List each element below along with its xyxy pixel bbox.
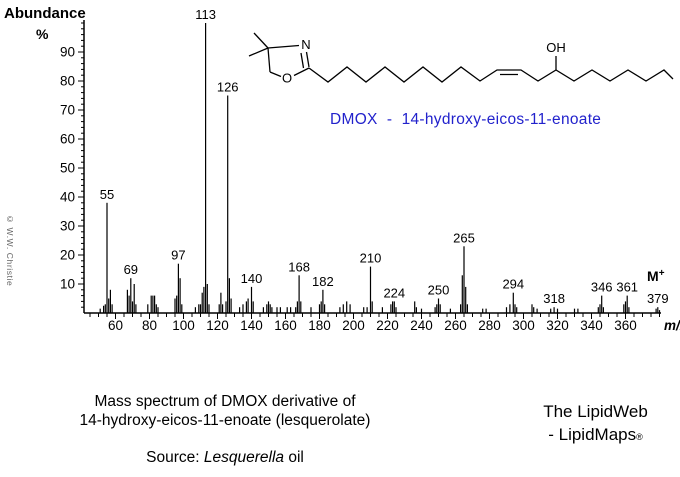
x-tick-label: 280 bbox=[478, 318, 501, 333]
y-axis-unit: % bbox=[36, 26, 49, 42]
peak-label: 250 bbox=[428, 283, 450, 298]
x-tick-label: 300 bbox=[512, 318, 535, 333]
x-tick-label: 60 bbox=[108, 318, 123, 333]
y-axis-title: Abundance bbox=[4, 5, 86, 22]
peak-label: 140 bbox=[241, 271, 263, 286]
molecular-ion-label: M+ bbox=[647, 268, 665, 284]
y-tick-label: 50 bbox=[60, 161, 75, 176]
peak-label: 318 bbox=[543, 291, 565, 306]
spectrum-chart: 10 20 30 40 50 60 70 80 90 60 80 100 120 140 160 180 200… bbox=[60, 7, 680, 333]
source-species: Lesquerella bbox=[203, 449, 285, 466]
x-tick-label: 260 bbox=[444, 318, 467, 333]
y-tick-label: 80 bbox=[60, 74, 75, 89]
methyl-bond bbox=[248, 47, 269, 57]
source-line: Source: Lesquerella oil bbox=[60, 449, 390, 467]
y-tick-label: 90 bbox=[60, 45, 75, 60]
registered-mark: ® bbox=[636, 432, 643, 442]
peak-label: 168 bbox=[288, 259, 310, 274]
y-tick-label: 40 bbox=[60, 190, 75, 205]
chemical-structure: N O OH bbox=[248, 32, 674, 86]
nitrogen-atom-label: N bbox=[301, 37, 310, 52]
x-tick-label: 220 bbox=[376, 318, 399, 333]
x-tick-label: 100 bbox=[172, 318, 195, 333]
y-tick-label: 30 bbox=[60, 219, 75, 234]
y-tick-label: 70 bbox=[60, 103, 75, 118]
oxygen-atom-label: O bbox=[282, 71, 292, 86]
peak-label: 224 bbox=[383, 285, 405, 300]
copyright-text: © W.W. Christie bbox=[5, 214, 15, 287]
y-tick-label: 20 bbox=[60, 248, 75, 263]
peak-label: 210 bbox=[360, 251, 382, 266]
x-tick-label: 160 bbox=[274, 318, 297, 333]
peak-label: 97 bbox=[171, 248, 185, 263]
x-tick-label: 320 bbox=[546, 318, 569, 333]
x-tick-label: 200 bbox=[342, 318, 365, 333]
x-tick-label: 340 bbox=[580, 318, 603, 333]
caption-line-2: 14-hydroxy-eicos-11-enoate (lesquerolate… bbox=[79, 412, 371, 429]
peak-label: 346 bbox=[591, 280, 613, 295]
peak-label: 55 bbox=[100, 187, 114, 202]
compound-name-label: DMOX - 14-hydroxy-eicos-11-enoate bbox=[330, 111, 602, 128]
peak-label: 182 bbox=[312, 274, 334, 289]
brand-name: - LipidMaps bbox=[548, 425, 637, 444]
carbon-chain bbox=[308, 56, 674, 83]
x-tick-label: 180 bbox=[308, 318, 331, 333]
x-axis-title: m/z bbox=[664, 318, 680, 333]
peak-label: 361 bbox=[616, 280, 638, 295]
brand-line-1: The LipidWeb bbox=[543, 402, 648, 421]
y-tick-label: 10 bbox=[60, 277, 75, 292]
brand-line-2: - LipidMaps® bbox=[508, 423, 680, 449]
source-prefix: Source: bbox=[146, 449, 204, 466]
methyl-bond bbox=[253, 32, 269, 49]
caption-line-1: Mass spectrum of DMOX derivative of bbox=[94, 393, 356, 410]
oxazoline-ring bbox=[248, 32, 310, 78]
peak-label: 113 bbox=[195, 7, 216, 22]
y-tick-label: 60 bbox=[60, 132, 75, 147]
x-tick-label: 120 bbox=[206, 318, 229, 333]
peak-label: 126 bbox=[217, 80, 239, 95]
source-suffix: oil bbox=[284, 449, 304, 466]
figure-caption: Mass spectrum of DMOX derivative of 14-h… bbox=[60, 392, 390, 430]
peak-label: 379 bbox=[647, 291, 669, 306]
peak-label: 294 bbox=[502, 277, 524, 292]
peak-label: 69 bbox=[124, 262, 138, 277]
x-tick-label: 240 bbox=[410, 318, 433, 333]
x-tick-label: 140 bbox=[240, 318, 263, 333]
hydroxyl-label: OH bbox=[546, 40, 566, 55]
peak-label: 265 bbox=[453, 230, 475, 245]
x-tick-label: 360 bbox=[614, 318, 637, 333]
site-brand: The LipidWeb - LipidMaps® bbox=[508, 400, 680, 449]
x-tick-label: 80 bbox=[142, 318, 157, 333]
